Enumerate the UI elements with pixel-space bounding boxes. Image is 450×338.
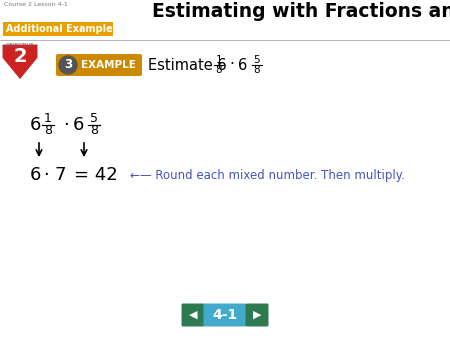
Text: Estimate 6: Estimate 6 (148, 57, 227, 72)
Circle shape (59, 56, 77, 74)
Text: 6: 6 (72, 116, 84, 134)
Text: ·: · (230, 57, 234, 72)
Text: 8: 8 (254, 65, 260, 75)
Text: 1: 1 (216, 55, 222, 65)
FancyBboxPatch shape (246, 304, 269, 327)
Text: ▶: ▶ (253, 310, 261, 320)
Text: 2: 2 (13, 47, 27, 66)
Text: ←— Round each mixed number. Then multiply.: ←— Round each mixed number. Then multipl… (130, 169, 405, 182)
Text: ·: · (63, 116, 69, 134)
Text: 5: 5 (254, 55, 260, 65)
FancyBboxPatch shape (56, 54, 142, 76)
FancyBboxPatch shape (3, 22, 113, 36)
Text: 6: 6 (30, 116, 41, 134)
Text: Additional Examples: Additional Examples (6, 24, 118, 34)
Text: OBJECTIVE: OBJECTIVE (6, 43, 34, 48)
Text: 8: 8 (216, 65, 222, 75)
Text: = 42: = 42 (74, 166, 118, 184)
Text: ◀: ◀ (189, 310, 197, 320)
Text: ·: · (43, 166, 49, 184)
Text: 3: 3 (64, 58, 72, 72)
Polygon shape (2, 44, 38, 80)
FancyBboxPatch shape (203, 304, 247, 327)
Text: 6: 6 (30, 166, 41, 184)
Text: 8: 8 (90, 124, 98, 138)
Text: Course 2 Lesson 4-1: Course 2 Lesson 4-1 (4, 2, 68, 7)
Text: 8: 8 (44, 124, 52, 138)
Text: 6: 6 (238, 57, 248, 72)
Text: 5: 5 (90, 113, 98, 125)
Text: 1: 1 (44, 113, 52, 125)
Text: 4-1: 4-1 (212, 308, 238, 322)
Text: EXAMPLE: EXAMPLE (81, 60, 135, 70)
FancyBboxPatch shape (181, 304, 204, 327)
Text: Estimating with Fractions and Mixed Numbers: Estimating with Fractions and Mixed Numb… (152, 2, 450, 21)
Text: 7: 7 (54, 166, 66, 184)
